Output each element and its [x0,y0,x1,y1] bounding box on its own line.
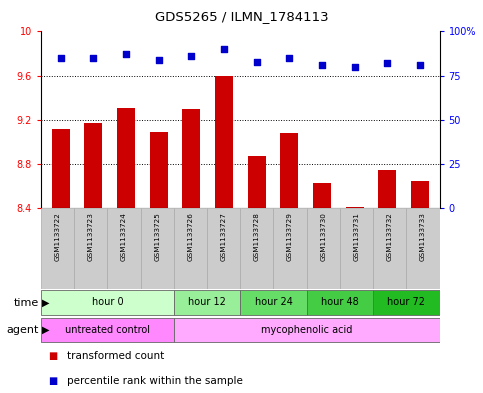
Text: GSM1133728: GSM1133728 [254,212,260,261]
Bar [174,318,440,342]
Point [122,51,130,57]
Point [318,62,326,68]
Point [285,55,293,61]
Bar [215,75,233,208]
Text: GSM1133730: GSM1133730 [320,212,327,261]
Point [253,58,260,64]
Point [187,53,195,59]
Bar [307,290,373,315]
Point [89,55,97,61]
Text: GSM1133726: GSM1133726 [187,212,194,261]
Text: ■: ■ [48,351,57,362]
Text: GSM1133733: GSM1133733 [420,212,426,261]
Text: time: time [14,298,39,308]
Bar [150,132,168,208]
Bar [273,208,307,289]
Text: ■: ■ [48,376,57,386]
Point [351,64,358,70]
Bar [307,208,340,289]
Bar [174,208,207,289]
Text: GSM1133727: GSM1133727 [221,212,227,261]
Text: GSM1133732: GSM1133732 [387,212,393,261]
Bar [241,208,273,289]
Bar [248,156,266,208]
Point [220,46,228,52]
Text: mycophenolic acid: mycophenolic acid [261,325,353,334]
Text: GSM1133729: GSM1133729 [287,212,293,261]
Bar [41,208,74,289]
Bar [207,208,241,289]
Text: hour 0: hour 0 [92,297,123,307]
Bar [41,318,174,342]
Bar [41,290,174,315]
Bar [373,208,406,289]
Bar [174,290,241,315]
Bar [406,208,440,289]
Bar [280,133,298,208]
Bar [141,208,174,289]
Text: GSM1133723: GSM1133723 [88,212,94,261]
Bar [313,183,331,208]
Bar [340,208,373,289]
Bar [108,208,141,289]
Text: agent: agent [6,325,39,335]
Bar [378,170,396,208]
Bar [85,123,102,208]
Text: percentile rank within the sample: percentile rank within the sample [67,376,242,386]
Text: transformed count: transformed count [67,351,164,362]
Text: GDS5265 / ILMN_1784113: GDS5265 / ILMN_1784113 [155,10,328,23]
Text: ▶: ▶ [42,325,50,335]
Point [155,57,162,63]
Bar [241,290,307,315]
Point [416,62,424,68]
Bar [346,207,364,208]
Bar [74,208,108,289]
Text: GSM1133724: GSM1133724 [121,212,127,261]
Text: hour 48: hour 48 [321,297,359,307]
Bar [182,109,200,208]
Text: hour 24: hour 24 [255,297,292,307]
Text: untreated control: untreated control [65,325,150,334]
Bar [411,181,429,208]
Bar [117,108,135,208]
Text: hour 72: hour 72 [387,297,426,307]
Text: GSM1133722: GSM1133722 [55,212,61,261]
Text: ▶: ▶ [42,298,50,308]
Point [57,55,65,61]
Point [384,60,391,66]
Bar [373,290,440,315]
Text: GSM1133731: GSM1133731 [354,212,359,261]
Bar [52,129,70,208]
Text: hour 12: hour 12 [188,297,226,307]
Text: GSM1133725: GSM1133725 [154,212,160,261]
